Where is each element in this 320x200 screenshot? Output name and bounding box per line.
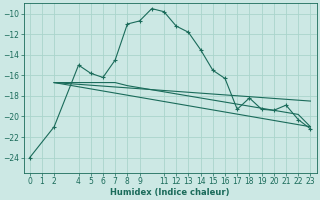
X-axis label: Humidex (Indice chaleur): Humidex (Indice chaleur)	[110, 188, 230, 197]
